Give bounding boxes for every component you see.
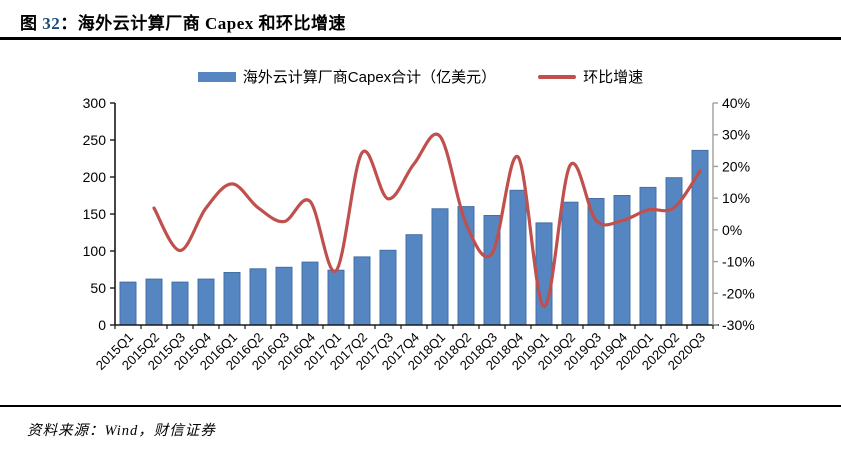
right-axis-label: 0% [722, 222, 742, 238]
legend-line-swatch [538, 74, 577, 79]
capex-bar-2019Q1 [535, 222, 553, 326]
capex-bar-2017Q1 [327, 269, 345, 326]
capex-bar-2019Q2 [561, 201, 579, 326]
capex-bar-2016Q2 [249, 268, 267, 326]
capex-bar-2019Q4 [613, 195, 631, 326]
capex-bar-2015Q3 [171, 281, 189, 326]
figure-label: 图 [20, 14, 43, 33]
left-axis-label: 50 [90, 280, 106, 296]
figure-number: 32 [42, 14, 61, 33]
right-axis-label: 40% [722, 95, 750, 111]
legend-item-capex: 海外云计算厂商Capex合计（亿美元） [197, 66, 497, 87]
right-axis-label: -10% [722, 254, 755, 270]
right-axis-label: 20% [722, 158, 750, 174]
legend-line-label: 环比增速 [583, 69, 644, 86]
capex-bar-2016Q1 [223, 272, 241, 326]
capex-bar-2015Q1 [119, 281, 137, 326]
right-axis-label: -20% [722, 285, 755, 301]
combo-chart: 0 50 100 150 200 250 300 -30% -20% -10% 0% 10% 20% 30… [0, 95, 841, 405]
legend-bar-swatch [197, 71, 236, 82]
left-axis-label: 0 [98, 317, 106, 333]
chart-legend: 海外云计算厂商Capex合计（亿美元） 环比增速 [0, 66, 841, 87]
capex-bar-2019Q3 [587, 198, 605, 326]
legend-bar-label: 海外云计算厂商Capex合计（亿美元） [242, 69, 497, 86]
legend-item-growth: 环比增速 [538, 66, 643, 87]
source-note: 资料来源：Wind，财信证券 [27, 423, 216, 439]
chart-canvas: 0 50 100 150 200 250 300 -30% -20% -10% 0% 10% 20% 30… [83, 95, 755, 373]
capex-bar-2018Q4 [509, 189, 527, 326]
right-axis-label: 30% [722, 127, 750, 143]
right-axis-label: 10% [722, 190, 750, 206]
capex-bar-2017Q4 [405, 234, 423, 326]
figure-title: 图 32：海外云计算厂商 Capex 和环比增速 [20, 9, 346, 34]
figure-title-text: ：海外云计算厂商 Capex 和环比增速 [60, 14, 347, 33]
left-axis-label: 100 [83, 243, 107, 259]
left-axis-label: 150 [83, 206, 107, 222]
footer-divider [0, 405, 841, 407]
capex-bar-2017Q2 [353, 256, 371, 326]
left-axis-label: 200 [83, 169, 107, 185]
left-axis-label: 250 [83, 132, 107, 148]
growth-rate-line [152, 132, 702, 309]
capex-bar-2017Q3 [379, 249, 397, 326]
left-axis-label: 300 [83, 95, 107, 111]
capex-bar-2015Q2 [145, 278, 163, 326]
capex-bar-2015Q4 [197, 278, 215, 326]
capex-bar-2018Q1 [431, 208, 449, 326]
capex-bar-2016Q3 [275, 266, 293, 326]
right-axis-label: -30% [722, 317, 755, 333]
capex-bar-2020Q3 [691, 149, 709, 326]
title-divider [0, 37, 841, 40]
capex-bar-2016Q4 [301, 261, 319, 326]
